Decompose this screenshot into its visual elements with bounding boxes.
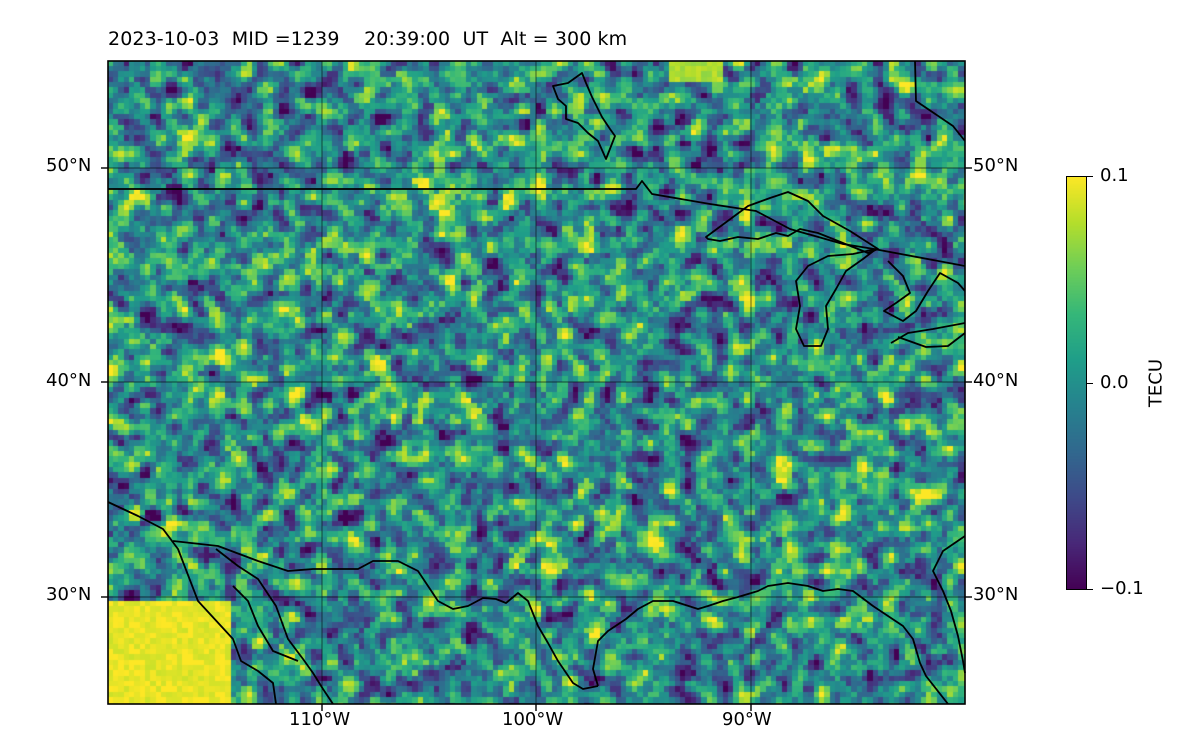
colorbar-tick	[1087, 589, 1093, 590]
map-title: 2023-10-03 MID =1239 20:39:00 UT Alt = 3…	[108, 28, 628, 50]
lon-label-110w: 110°W	[289, 709, 351, 730]
colorbar-tick-label-max: 0.1	[1100, 165, 1129, 186]
lat-label-left-30n: 30°N	[46, 584, 92, 605]
colorbar-tick-label-min: −0.1	[1100, 578, 1144, 599]
lon-label-100w: 100°W	[502, 709, 564, 730]
lat-label-right-30n: 30°N	[973, 584, 1019, 605]
us-canada-border	[108, 180, 966, 267]
lake-erie	[890, 322, 966, 348]
axis-ticks	[101, 167, 972, 711]
colorbar-tick	[1087, 176, 1093, 177]
florida-coast	[932, 535, 966, 674]
lake-huron	[883, 260, 966, 322]
baja-peninsula	[215, 548, 334, 705]
baja-gulf-coast	[172, 540, 599, 690]
pacific-coast	[107, 501, 277, 705]
colorbar-tick-label-zero: 0.0	[1100, 372, 1129, 393]
lat-label-left-50n: 50°N	[46, 155, 92, 176]
lat-label-left-40n: 40°N	[46, 370, 92, 391]
colorbar-tick	[1087, 383, 1093, 384]
colorbar	[1066, 176, 1087, 590]
lat-label-right-40n: 40°N	[973, 370, 1019, 391]
colorbar-label: TECU	[1145, 358, 1167, 408]
map-overlay	[101, 60, 972, 711]
gridlines	[108, 61, 965, 704]
colorbar-frame	[1066, 176, 1087, 590]
lake-michigan	[795, 248, 877, 347]
lat-label-right-50n: 50°N	[973, 155, 1019, 176]
map-frame	[107, 60, 966, 705]
james-bay-island	[552, 72, 616, 160]
lon-label-90w: 90°W	[722, 709, 772, 730]
lake-superior	[705, 191, 879, 254]
gulf-coast	[592, 582, 949, 705]
hudson-bay-coast	[914, 60, 966, 142]
coastlines	[107, 60, 966, 705]
